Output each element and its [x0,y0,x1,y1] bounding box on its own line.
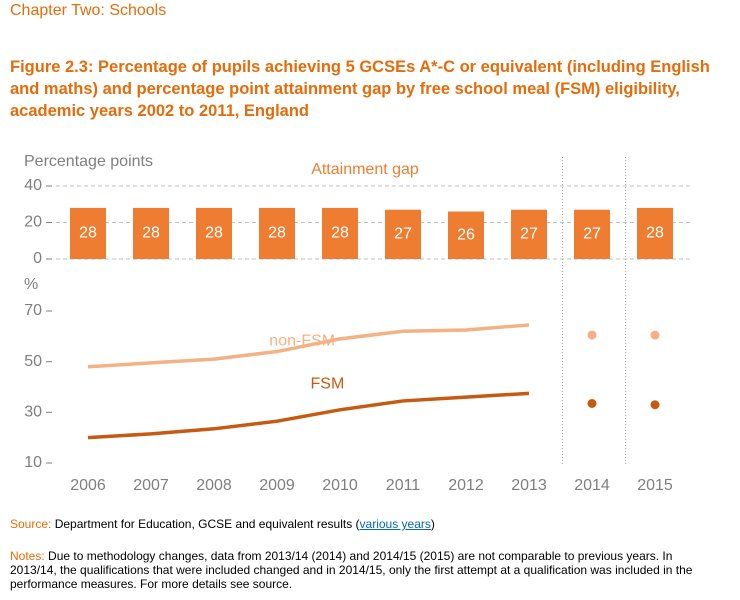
data-label: 28 [331,225,349,242]
data-point [587,398,597,408]
data-point [587,330,597,340]
y-axis-title: % [24,276,38,293]
x-tick-label: 2012 [448,477,484,494]
source-text: Department for Education, GCSE and equiv… [54,517,360,531]
bar [322,207,358,259]
data-label: 27 [520,226,538,243]
series-line [87,323,530,369]
figure-title: Figure 2.3: Percentage of pupils achievi… [10,58,710,120]
x-tick-label: 2010 [322,477,358,494]
x-tick-label: 2006 [70,477,106,494]
source: Source: Department for Education, GCSE a… [10,517,435,531]
bar [511,209,547,259]
bar [385,209,421,259]
data-label: 28 [268,225,286,242]
x-tick-label: 2008 [196,477,232,494]
series-line [87,391,530,440]
x-tick-label: 2007 [133,477,169,494]
x-tick-label: 2013 [511,477,547,494]
data-label: 27 [394,226,412,243]
source-label: Source: [10,517,52,531]
series-label: non-FSM [269,333,335,350]
data-label: 27 [583,226,601,243]
bar [574,209,610,259]
y-tick-label: 0 [33,250,42,267]
notes-label: Notes: [10,549,45,563]
x-tick-label: 2011 [386,477,421,494]
data-point [650,400,660,410]
data-label: 28 [205,225,223,242]
bar [259,207,295,259]
bar [448,211,484,259]
y-tick-label: 70 [24,302,42,319]
y-tick-label: 20 [24,214,42,231]
data-label: 28 [646,225,664,242]
y-tick-label: 40 [24,177,42,194]
bar [196,207,232,259]
chapter-heading: Chapter Two: Schools [10,2,167,19]
y-tick-label: 30 [24,404,42,421]
y-axis-title: Percentage points [24,153,153,170]
notes-text: Due to methodology changes, data from 20… [10,549,693,591]
source-link[interactable]: various years [359,517,431,531]
series-label: FSM [311,376,345,393]
data-label: 28 [142,225,160,242]
y-tick-label: 10 [24,454,42,471]
data-label: 26 [457,226,475,243]
x-tick-label: 2014 [574,477,610,494]
bar [637,207,673,259]
x-tick-label: 2015 [637,477,673,494]
bar [133,207,169,259]
bar [70,207,106,259]
notes: Notes: Due to methodology changes, data … [10,549,720,591]
source-end: ) [430,517,435,531]
x-tick-label: 2009 [259,477,295,494]
data-label: 28 [79,225,97,242]
y-tick-label: 50 [24,353,42,370]
legend-label: Attainment gap [311,161,419,178]
data-point [650,330,660,340]
